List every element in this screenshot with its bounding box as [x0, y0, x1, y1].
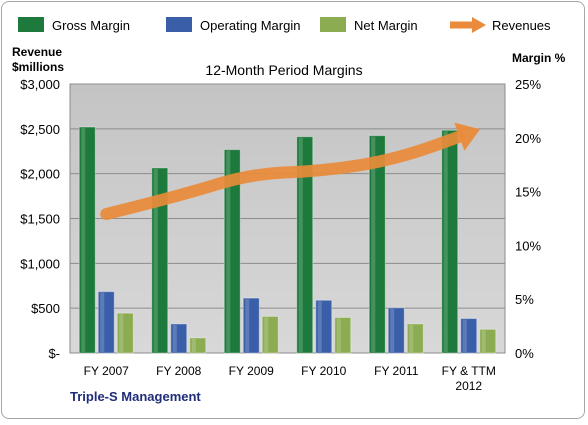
plot-area: $- $500 $1,000 $1,500 $2,000 $2,500 $3,000 0% 5%… — [20, 77, 541, 393]
bar-highlight — [245, 299, 250, 352]
bar-highlight — [191, 338, 196, 352]
bar-net-margin — [406, 323, 424, 354]
left-axis-label-unit: $millions — [12, 60, 64, 74]
bar-operating-margin — [387, 307, 405, 354]
company-name: Triple-S Management — [70, 389, 201, 404]
bar-highlight — [371, 136, 376, 352]
bar-gross-margin — [296, 136, 314, 354]
bar-net-margin — [334, 316, 352, 354]
revenue-point — [395, 158, 397, 160]
bar-operating-margin — [315, 299, 333, 354]
legend-item-net-margin: Net Margin — [320, 17, 418, 33]
bar-operating-margin — [242, 297, 260, 354]
legend-item-revenues: Revenues — [450, 17, 551, 33]
chart-svg: Gross Margin Operating Margin Net Margin Re… — [12, 17, 566, 404]
right-tick-label: 15% — [515, 185, 541, 200]
x-tick-label: FY 2008 — [156, 364, 201, 378]
chart-frame: Gross Margin Operating Margin Net Margin Re… — [1, 1, 585, 419]
bar-gross-margin — [441, 129, 459, 354]
bar-net-margin — [261, 315, 279, 354]
right-tick-label: 25% — [515, 77, 541, 92]
bar-highlight — [317, 301, 322, 352]
revenue-point — [250, 173, 252, 175]
bar-operating-margin — [97, 291, 115, 354]
bar-highlight — [100, 292, 105, 352]
bar-highlight — [336, 318, 341, 352]
legend-swatch — [166, 17, 192, 32]
bar-highlight — [153, 168, 158, 352]
x-tick-label: FY 2010 — [301, 364, 346, 378]
x-tick-label: 2012 — [455, 379, 482, 393]
revenue-point — [178, 195, 180, 197]
legend-item-gross-margin: Gross Margin — [18, 17, 130, 33]
legend-label: Gross Margin — [52, 18, 130, 33]
chart-title: 12-Month Period Margins — [205, 62, 362, 78]
right-axis-label: Margin % — [512, 51, 566, 65]
legend: Gross Margin Operating Margin Net Margin Re… — [18, 17, 551, 33]
bar-highlight — [264, 317, 269, 352]
bar-highlight — [298, 137, 303, 352]
bar-gross-margin — [368, 135, 386, 354]
legend-swatch — [320, 17, 346, 32]
bar-highlight — [119, 314, 124, 352]
bar-highlight — [81, 128, 86, 352]
revenue-point — [468, 132, 470, 134]
legend-label: Revenues — [492, 18, 551, 33]
left-tick-label: $2,000 — [20, 167, 60, 182]
left-tick-label: $2,500 — [20, 122, 60, 137]
revenue-point — [105, 213, 107, 215]
left-tick-label: $1,500 — [20, 212, 60, 227]
bar-net-margin — [479, 328, 497, 354]
x-tick-label: FY 2011 — [374, 364, 419, 378]
x-tick-label: FY 2009 — [229, 364, 274, 378]
legend-swatch — [18, 17, 44, 32]
left-axis-label: Revenue — [12, 45, 62, 59]
revenue-arrowhead — [454, 122, 481, 151]
right-tick-label: 0% — [515, 346, 534, 361]
bar-gross-margin — [78, 126, 96, 354]
bar-highlight — [226, 150, 231, 352]
left-tick-label: $3,000 — [20, 77, 60, 92]
bar-highlight — [409, 324, 414, 352]
bar-operating-margin — [170, 323, 188, 354]
left-tick-label: $1,000 — [20, 256, 60, 271]
bar-gross-margin — [151, 167, 169, 354]
bar-gross-margin — [223, 149, 241, 354]
bar-operating-margin — [460, 318, 478, 354]
legend-label: Net Margin — [354, 18, 418, 33]
bar-net-margin — [189, 337, 207, 354]
bar-highlight — [462, 319, 467, 352]
bar-highlight — [390, 308, 395, 352]
legend-arrowhead — [472, 17, 486, 33]
legend-label: Operating Margin — [200, 18, 300, 33]
bar-highlight — [481, 330, 486, 352]
right-tick-label: 10% — [515, 238, 541, 253]
legend-item-operating-margin: Operating Margin — [166, 17, 300, 33]
revenue-line — [100, 130, 466, 221]
x-tick-label: FY 2007 — [84, 364, 129, 378]
left-tick-label: $- — [48, 346, 60, 361]
bar-net-margin — [116, 312, 134, 354]
right-tick-label: 20% — [515, 131, 541, 146]
bar-highlight — [443, 131, 448, 352]
revenue-point — [323, 170, 325, 172]
bar-highlight — [172, 324, 177, 352]
right-tick-label: 5% — [515, 292, 534, 307]
x-tick-label: FY & TTM — [442, 364, 496, 378]
left-tick-label: $500 — [31, 301, 60, 316]
